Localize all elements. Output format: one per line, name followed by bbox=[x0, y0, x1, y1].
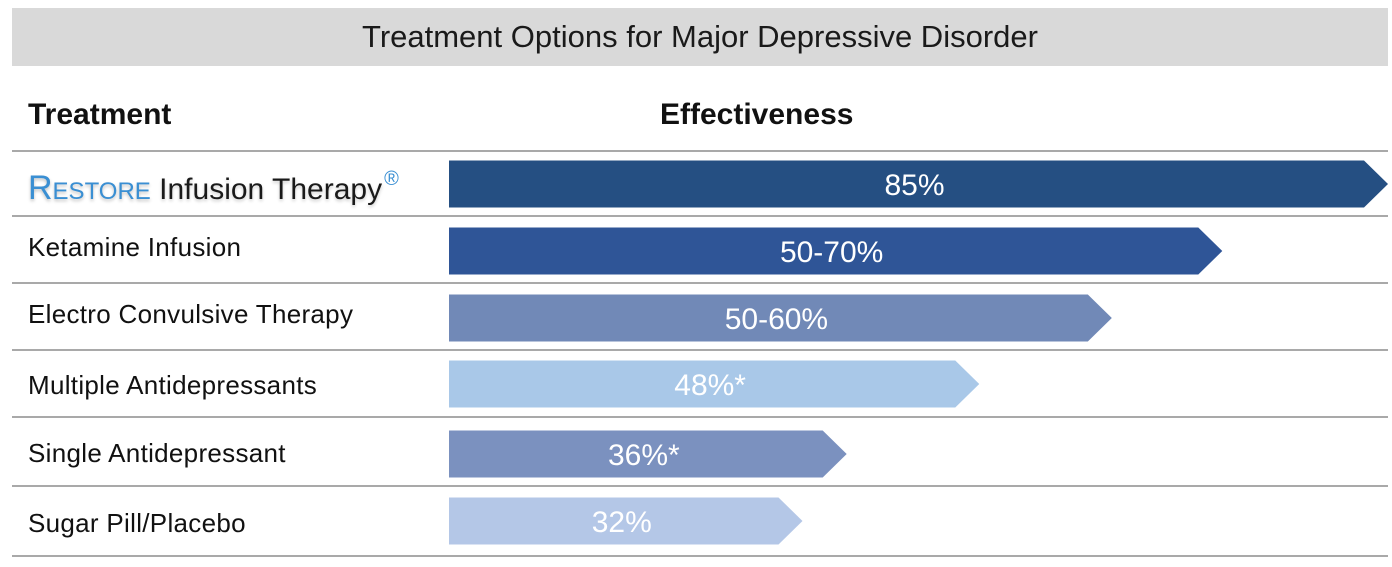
effectiveness-column-header: Effectiveness bbox=[660, 98, 854, 131]
chart-title-banner: Treatment Options for Major Depressive D… bbox=[12, 8, 1388, 66]
row-label-ketamine-infusion: Ketamine Infusion bbox=[28, 232, 242, 262]
bar-value-label-multiple-antidepressants: 48%* bbox=[674, 369, 746, 402]
row-divider bbox=[12, 349, 1388, 351]
row-divider bbox=[12, 416, 1388, 418]
row-divider bbox=[12, 150, 1388, 152]
row-label-multiple-antidepressants: Multiple Antidepressants bbox=[28, 370, 318, 400]
row-divider bbox=[12, 555, 1388, 557]
treatment-column-header: Treatment bbox=[28, 98, 172, 131]
row-label-sugar-pill-placebo: Sugar Pill/Placebo bbox=[28, 508, 246, 538]
row-label-restore-infusion-therapy: Restore Infusion Therapy ® bbox=[28, 168, 399, 208]
bar-multiple-antidepressants bbox=[449, 360, 980, 408]
row-divider bbox=[12, 282, 1388, 284]
row-label-electro-convulsive-therapy: Electro Convulsive Therapy bbox=[28, 299, 354, 329]
bar-value-label-restore-infusion-therapy: 85% bbox=[884, 169, 944, 202]
bar-value-label-electro-convulsive-therapy: 50-60% bbox=[725, 303, 828, 336]
bar-value-label-sugar-pill-placebo: 32% bbox=[592, 506, 652, 539]
bar-electro-convulsive-therapy bbox=[449, 294, 1112, 342]
bar-sugar-pill-placebo bbox=[449, 497, 803, 545]
bar-ketamine-infusion bbox=[449, 227, 1223, 275]
restore-brand-text: Restore bbox=[28, 169, 151, 207]
row-label-single-antidepressant: Single Antidepressant bbox=[28, 438, 286, 468]
bar-single-antidepressant bbox=[449, 430, 847, 478]
bar-value-label-single-antidepressant: 36%* bbox=[608, 439, 680, 472]
bar-value-label-ketamine-infusion: 50-70% bbox=[780, 236, 883, 269]
bar-restore-infusion-therapy bbox=[449, 160, 1388, 208]
registered-mark: ® bbox=[384, 168, 399, 190]
restore-label-text: Infusion Therapy bbox=[159, 173, 383, 206]
row-divider bbox=[12, 485, 1388, 487]
chart-title: Treatment Options for Major Depressive D… bbox=[362, 19, 1038, 54]
row-divider bbox=[12, 215, 1388, 217]
